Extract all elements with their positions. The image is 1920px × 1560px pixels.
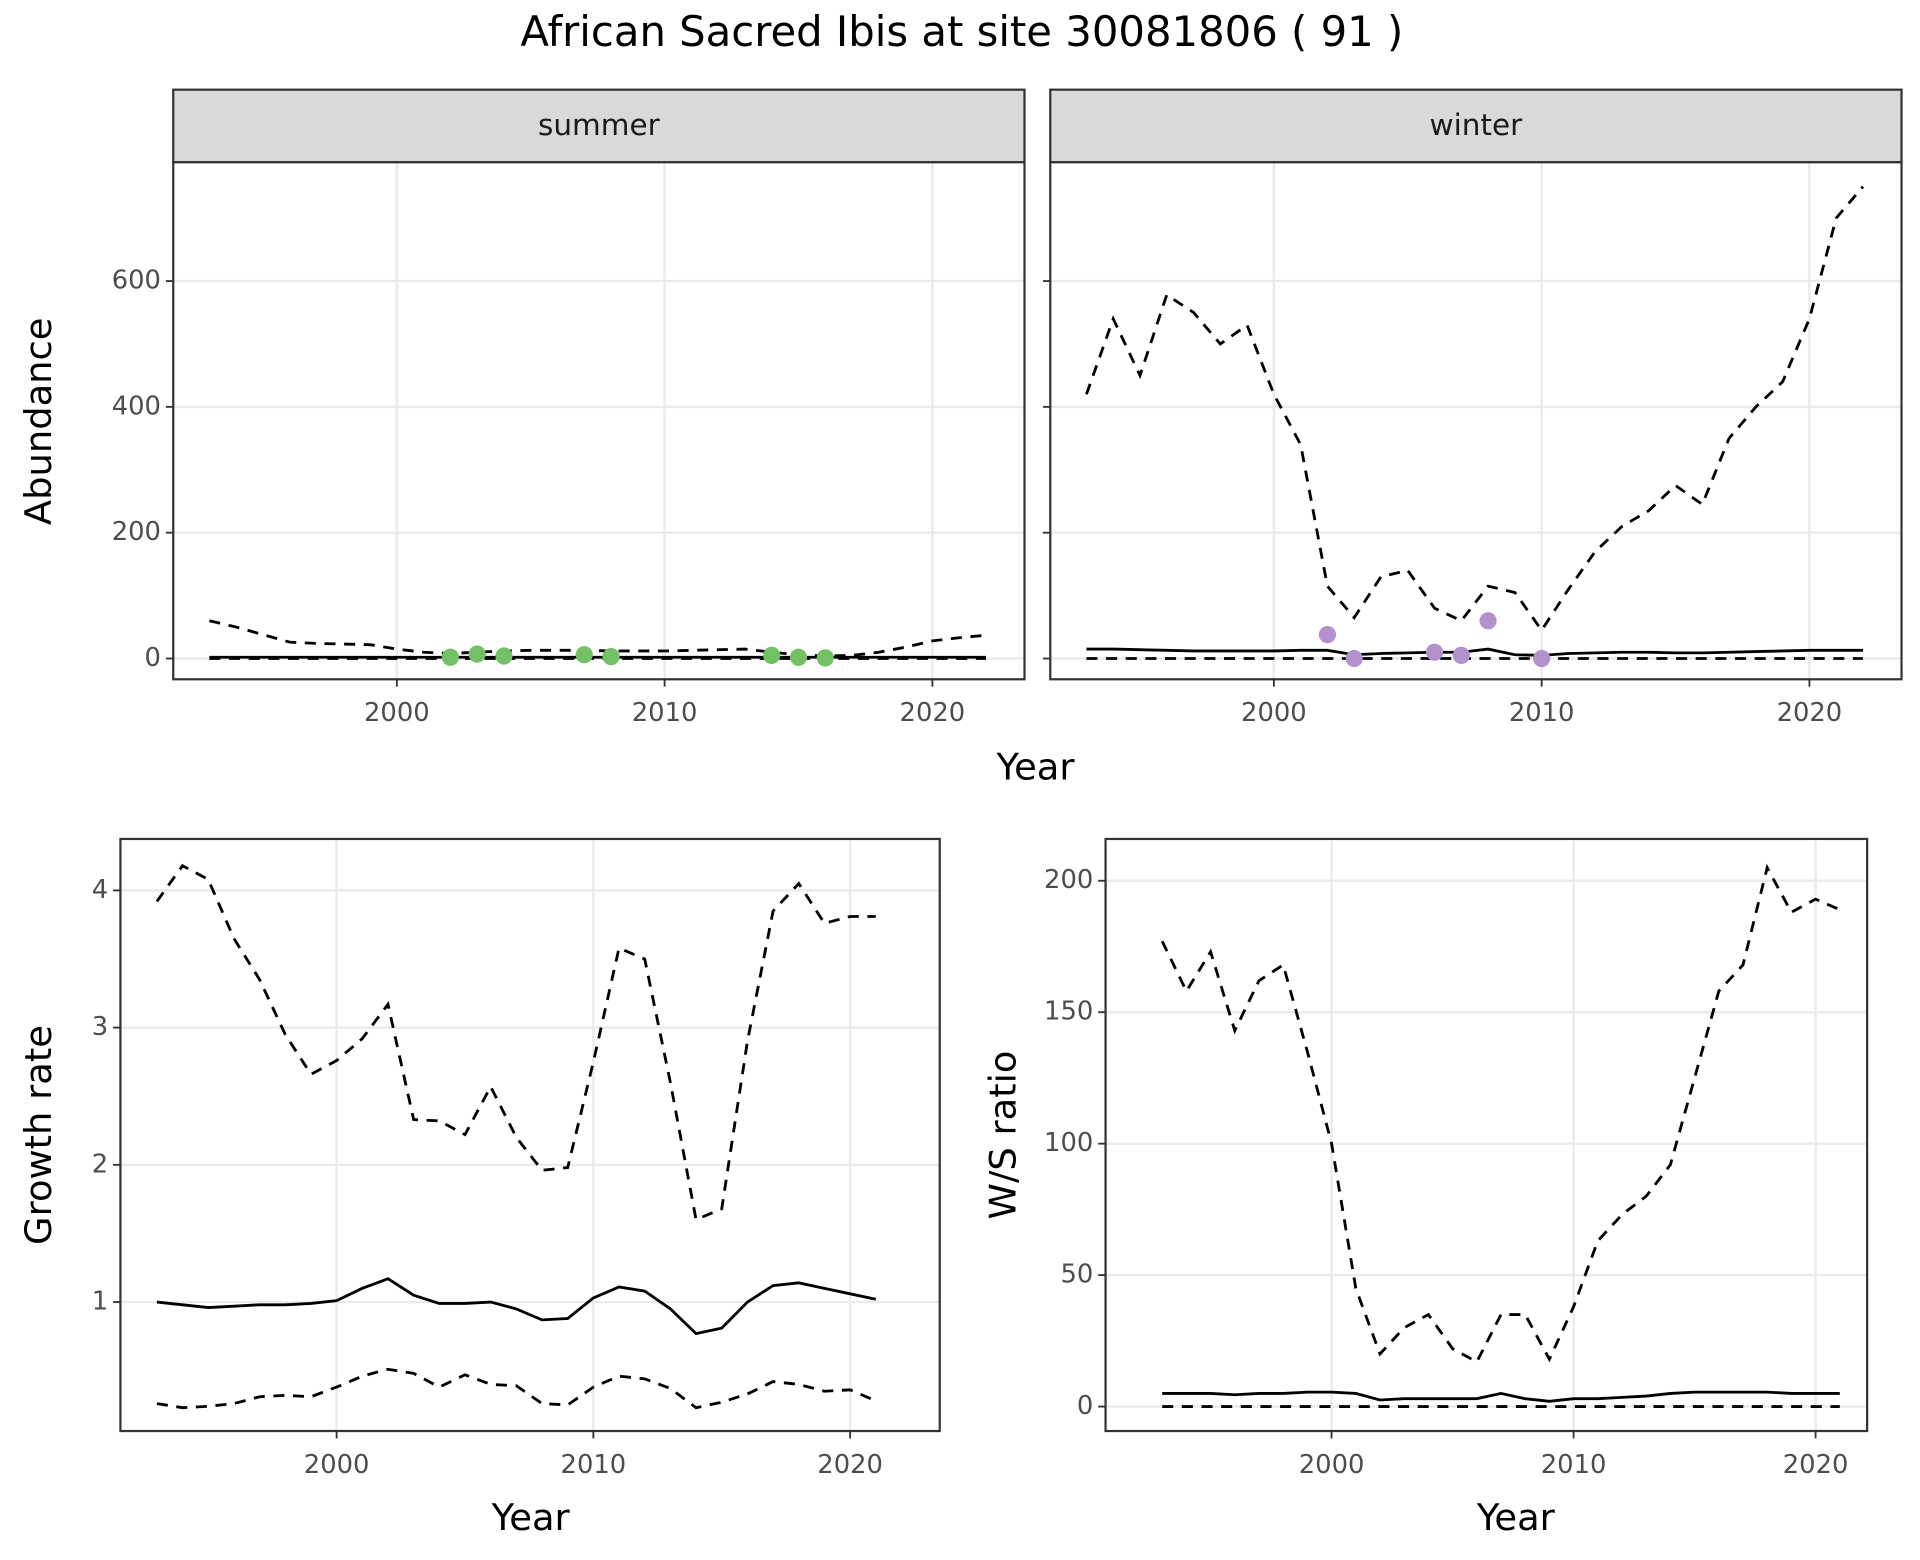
mean-line (156, 1277, 877, 1336)
y-tick-label: 4 (92, 875, 108, 905)
data-point (575, 646, 593, 664)
x-tick-label: 2020 (817, 1450, 883, 1480)
data-point (468, 645, 486, 663)
y-tick-label: 2 (92, 1149, 108, 1179)
x-tick-label: 2010 (561, 1450, 627, 1480)
x-axis-title: Year (1476, 1496, 1556, 1539)
y-axis-title: Growth rate (17, 1025, 60, 1245)
x-tick-label: 2020 (1777, 698, 1843, 728)
y-axis-title: W/S ratio (981, 1051, 1024, 1220)
strip (172, 88, 1026, 164)
panel-background (120, 838, 940, 1432)
x-tick-label: 2020 (900, 698, 966, 728)
figure-title: African Sacred Ibis at site 30081806 ( 9… (520, 7, 1403, 56)
data-point (1318, 626, 1337, 644)
data-point (763, 646, 781, 664)
x-tick-label: 2000 (1241, 698, 1307, 728)
panel-border (1104, 837, 1869, 1433)
x-tick-label: 2010 (1509, 698, 1575, 728)
strip (1049, 88, 1903, 164)
y-axis-title: Abundance (17, 318, 60, 526)
interval-line (1160, 863, 1841, 1364)
interval-line (156, 1367, 877, 1410)
panel-background (173, 162, 1025, 680)
y-tick-label: 200 (1044, 865, 1093, 895)
y-tick-label: 400 (112, 391, 161, 421)
data-point (602, 648, 620, 666)
data-point (1425, 643, 1444, 661)
y-tick-label: 3 (92, 1012, 108, 1042)
x-tick-label: 2010 (1541, 1450, 1607, 1480)
x-tick-label: 2000 (304, 1450, 370, 1480)
data-point (1452, 646, 1470, 664)
x-tick-label: 2020 (1783, 1450, 1849, 1480)
mean-line (1162, 1390, 1840, 1403)
panel-background (1105, 838, 1868, 1432)
y-tick-label: 100 (1044, 1128, 1093, 1158)
data-point (495, 647, 513, 665)
y-tick-label: 150 (1044, 997, 1093, 1027)
interval-line (209, 619, 987, 658)
x-tick-label: 2000 (364, 698, 430, 728)
y-tick-label: 0 (1077, 1391, 1093, 1421)
data-point (1479, 612, 1497, 630)
data-point (1533, 649, 1551, 668)
y-tick-label: 600 (112, 266, 161, 296)
y-tick-label: 0 (145, 643, 161, 673)
panel-border (119, 837, 941, 1433)
mean-line (1086, 647, 1863, 657)
strip-label: winter (1430, 108, 1524, 142)
data-point (441, 648, 459, 666)
strip-label: summer (538, 108, 661, 142)
x-tick-label: 2010 (632, 698, 698, 728)
interval-line (155, 863, 876, 1222)
y-tick-label: 1 (92, 1287, 108, 1317)
y-tick-label: 200 (112, 517, 161, 547)
x-axis-title: Year (491, 1496, 571, 1539)
x-tick-label: 2000 (1299, 1450, 1365, 1480)
y-tick-label: 50 (1060, 1260, 1093, 1290)
data-point (816, 649, 834, 667)
x-axis-title: Year (996, 745, 1076, 788)
data-point (1345, 649, 1363, 668)
data-point (789, 648, 808, 666)
panel-background (1050, 162, 1902, 680)
